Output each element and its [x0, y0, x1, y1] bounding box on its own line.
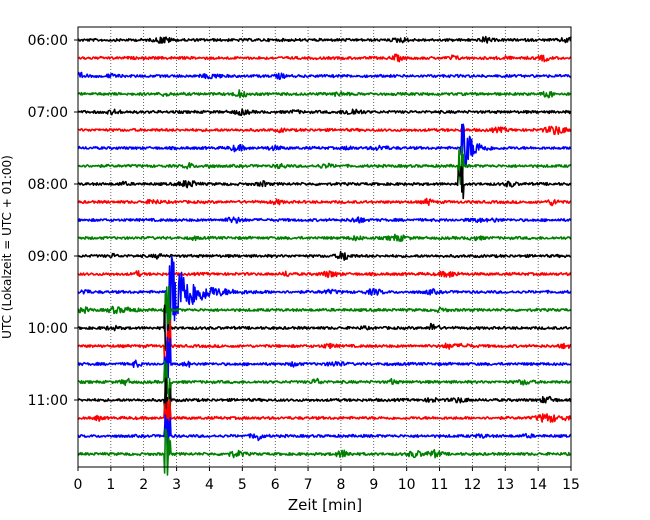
x-tick-label-10: 10 — [398, 477, 416, 493]
y-tick-label-07:00: 07:00 — [28, 105, 68, 121]
trace-07:30 — [77, 123, 572, 168]
x-tick-label-0: 0 — [74, 477, 83, 493]
trace-11:15 — [77, 398, 572, 433]
x-axis: 0 1 2 3 4 5 6 7 8 9 10 11 12 13 14 15 — [74, 467, 580, 493]
x-tick-label-12: 12 — [463, 477, 481, 493]
x-tick-label-15: 15 — [562, 477, 580, 493]
trace-06:00 — [77, 35, 572, 44]
trace-11:30 — [77, 414, 572, 455]
x-tick-label-3: 3 — [172, 477, 181, 493]
trace-09:15 — [77, 270, 572, 279]
x-tick-label-5: 5 — [238, 477, 247, 493]
x-tick-label-2: 2 — [139, 477, 148, 493]
x-tick-label-13: 13 — [496, 477, 514, 493]
y-axis: 06:00 07:00 08:00 09:00 10:00 11:00 — [28, 33, 78, 409]
trace-08:00 — [77, 165, 572, 200]
x-tick-label-11: 11 — [431, 477, 449, 493]
trace-11:45 — [77, 428, 572, 476]
y-axis-label: UTC (Lokalzeit = UTC + 01:00) — [0, 155, 14, 339]
trace-10:45 — [77, 360, 572, 410]
trace-07:45 — [77, 146, 572, 185]
trace-10:00 — [77, 304, 572, 355]
grid-lines — [110, 27, 539, 467]
x-axis-label: Zeit [min] — [288, 496, 362, 514]
plot-frame — [77, 26, 572, 468]
trace-08:30 — [77, 216, 572, 224]
x-tick-label-4: 4 — [205, 477, 214, 493]
y-tick-label-09:00: 09:00 — [28, 249, 68, 265]
trace-08:15 — [77, 197, 572, 207]
x-tick-label-1: 1 — [106, 477, 115, 493]
x-tick-label-7: 7 — [304, 477, 313, 493]
y-tick-label-08:00: 08:00 — [28, 177, 68, 193]
trace-10:30 — [77, 336, 572, 389]
x-tick-label-9: 9 — [369, 477, 378, 493]
trace-09:30 — [77, 255, 572, 340]
trace-09:00 — [77, 250, 572, 261]
trace-06:15 — [77, 53, 572, 63]
trace-09:45 — [77, 285, 572, 335]
x-tick-label-6: 6 — [271, 477, 280, 493]
x-tick-label-8: 8 — [336, 477, 345, 493]
y-tick-label-11:00: 11:00 — [28, 393, 68, 409]
traces — [77, 35, 572, 476]
trace-06:45 — [77, 89, 572, 99]
y-tick-label-10:00: 10:00 — [28, 321, 68, 337]
y-tick-label-06:00: 06:00 — [28, 33, 68, 49]
trace-07:15 — [77, 125, 572, 136]
trace-10:15 — [77, 320, 572, 365]
trace-06:30 — [77, 71, 572, 81]
trace-07:00 — [77, 108, 572, 117]
x-tick-label-14: 14 — [529, 477, 547, 493]
trace-11:00 — [77, 377, 572, 419]
trace-08:45 — [77, 233, 572, 242]
